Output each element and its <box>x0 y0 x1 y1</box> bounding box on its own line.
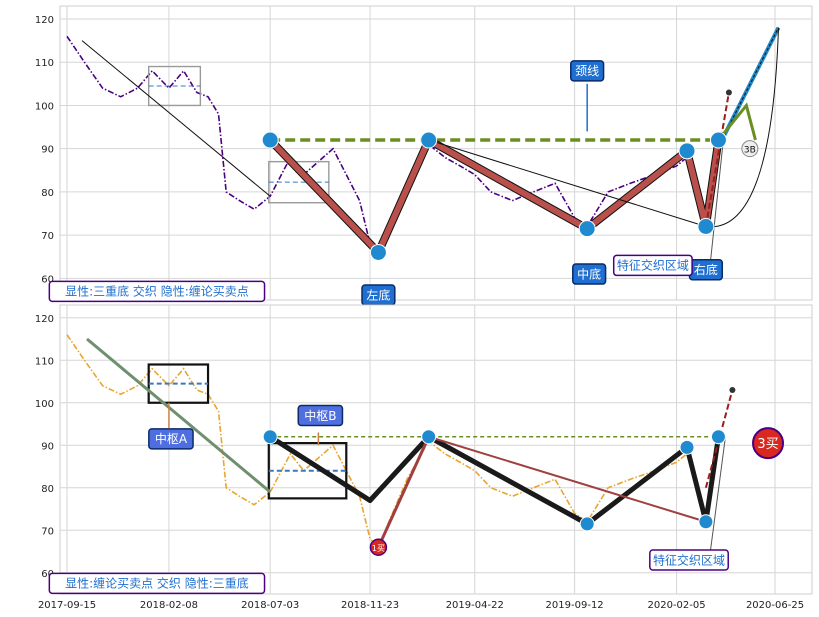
y-tick-label: 90 <box>41 145 54 156</box>
turning-point-marker <box>679 439 695 455</box>
trend-helper-line <box>428 435 707 523</box>
trend-helper-line <box>81 40 271 197</box>
x-tick-label: 2020-06-25 <box>746 600 804 611</box>
breakout-dash <box>704 92 730 227</box>
x-tick-label: 2017-09-15 <box>38 600 96 611</box>
y-tick-label: 70 <box>41 526 54 537</box>
cross-zone-label: 特征交织区域 <box>653 552 725 567</box>
buy3-label: 3买 <box>757 437 778 452</box>
x-tick-label: 2018-07-03 <box>241 600 299 611</box>
target-line-core <box>721 27 779 141</box>
x-tick-label: 2018-02-08 <box>140 600 198 611</box>
right-bottom-label: 右底 <box>694 262 718 277</box>
cross-zone-label-box <box>649 549 729 571</box>
panel-legend-label-box <box>48 280 266 303</box>
pointer-line <box>708 436 726 565</box>
y-tick-label: 60 <box>41 569 54 580</box>
panel-bottom: 60 70 80 90 100 110 120 2017-09-15 2018-02-08 201… <box>35 304 813 611</box>
cross-zone-label: 特征交织区域 <box>617 258 689 273</box>
y-tick-label: 60 <box>41 274 54 285</box>
y-tick-label: 120 <box>35 314 54 325</box>
turning-point-marker <box>710 429 726 445</box>
projection-arc <box>705 27 779 228</box>
y-tick-label: 110 <box>35 356 54 367</box>
buy1-label: 1买 <box>372 544 385 553</box>
turning-point-marker <box>578 220 596 238</box>
turning-point-marker <box>698 514 714 530</box>
price-series-line <box>66 334 720 549</box>
y-tick-label: 100 <box>35 399 54 410</box>
zhongshu-a-label: 中枢A <box>155 431 188 446</box>
turning-point-marker <box>261 131 279 149</box>
turning-point-marker <box>369 243 387 261</box>
zhongshu-a-label-box <box>148 428 194 450</box>
y-tick-label: 80 <box>41 188 54 199</box>
trend-helper-line <box>86 337 272 494</box>
pullback-line <box>717 102 757 141</box>
mid-bottom-label: 中底 <box>577 266 601 281</box>
y-tick-label: 80 <box>41 484 54 495</box>
y-tick-label: 110 <box>35 58 54 69</box>
plot-area <box>59 5 813 301</box>
buy-mark-label: 3B <box>744 146 756 156</box>
cross-zone-label-box <box>612 254 693 277</box>
trend-helper-line <box>428 139 707 227</box>
zhongshu-b-label-box <box>297 404 344 427</box>
y-tick-label: 70 <box>41 231 54 242</box>
panel-legend-label: 显性:缠论买卖点 交织 隐性:三重底 <box>65 576 249 591</box>
turning-point-marker <box>678 142 696 160</box>
breakout-top-dot <box>725 89 732 96</box>
y-tick-label: 90 <box>41 441 54 452</box>
neckline-label-box <box>570 60 605 82</box>
zhongshu-b-label: 中枢B <box>304 408 336 423</box>
turning-point-marker <box>709 131 727 149</box>
buy-mark-circle <box>741 140 759 158</box>
pointer-line <box>708 139 724 279</box>
breakout-top-dot <box>729 387 736 393</box>
y-tick-label: 100 <box>35 101 54 112</box>
mid-bottom-label-box <box>572 263 607 285</box>
buy1-marker <box>369 538 388 556</box>
turning-point-marker <box>697 218 715 235</box>
turning-point-marker <box>420 131 438 149</box>
turning-point-marker <box>262 429 278 445</box>
buy3-marker <box>752 427 785 460</box>
panel-legend-label: 显性:三重底 交织 隐性:缠论买卖点 <box>65 284 249 299</box>
turning-point-marker <box>421 429 437 445</box>
trend-helper-line <box>377 436 431 548</box>
left-bottom-label: 左底 <box>366 287 390 302</box>
x-tick-label: 2019-04-22 <box>446 600 504 611</box>
turning-point-marker <box>579 516 595 532</box>
x-tick-label: 2019-09-12 <box>546 600 604 611</box>
y-tick-label: 120 <box>35 15 54 26</box>
x-tick-label: 2018-11-23 <box>341 600 399 611</box>
panel-legend-label-box <box>48 572 266 595</box>
neckline-label: 颈线 <box>575 64 599 78</box>
x-tick-label: 2020-02-05 <box>647 600 705 611</box>
